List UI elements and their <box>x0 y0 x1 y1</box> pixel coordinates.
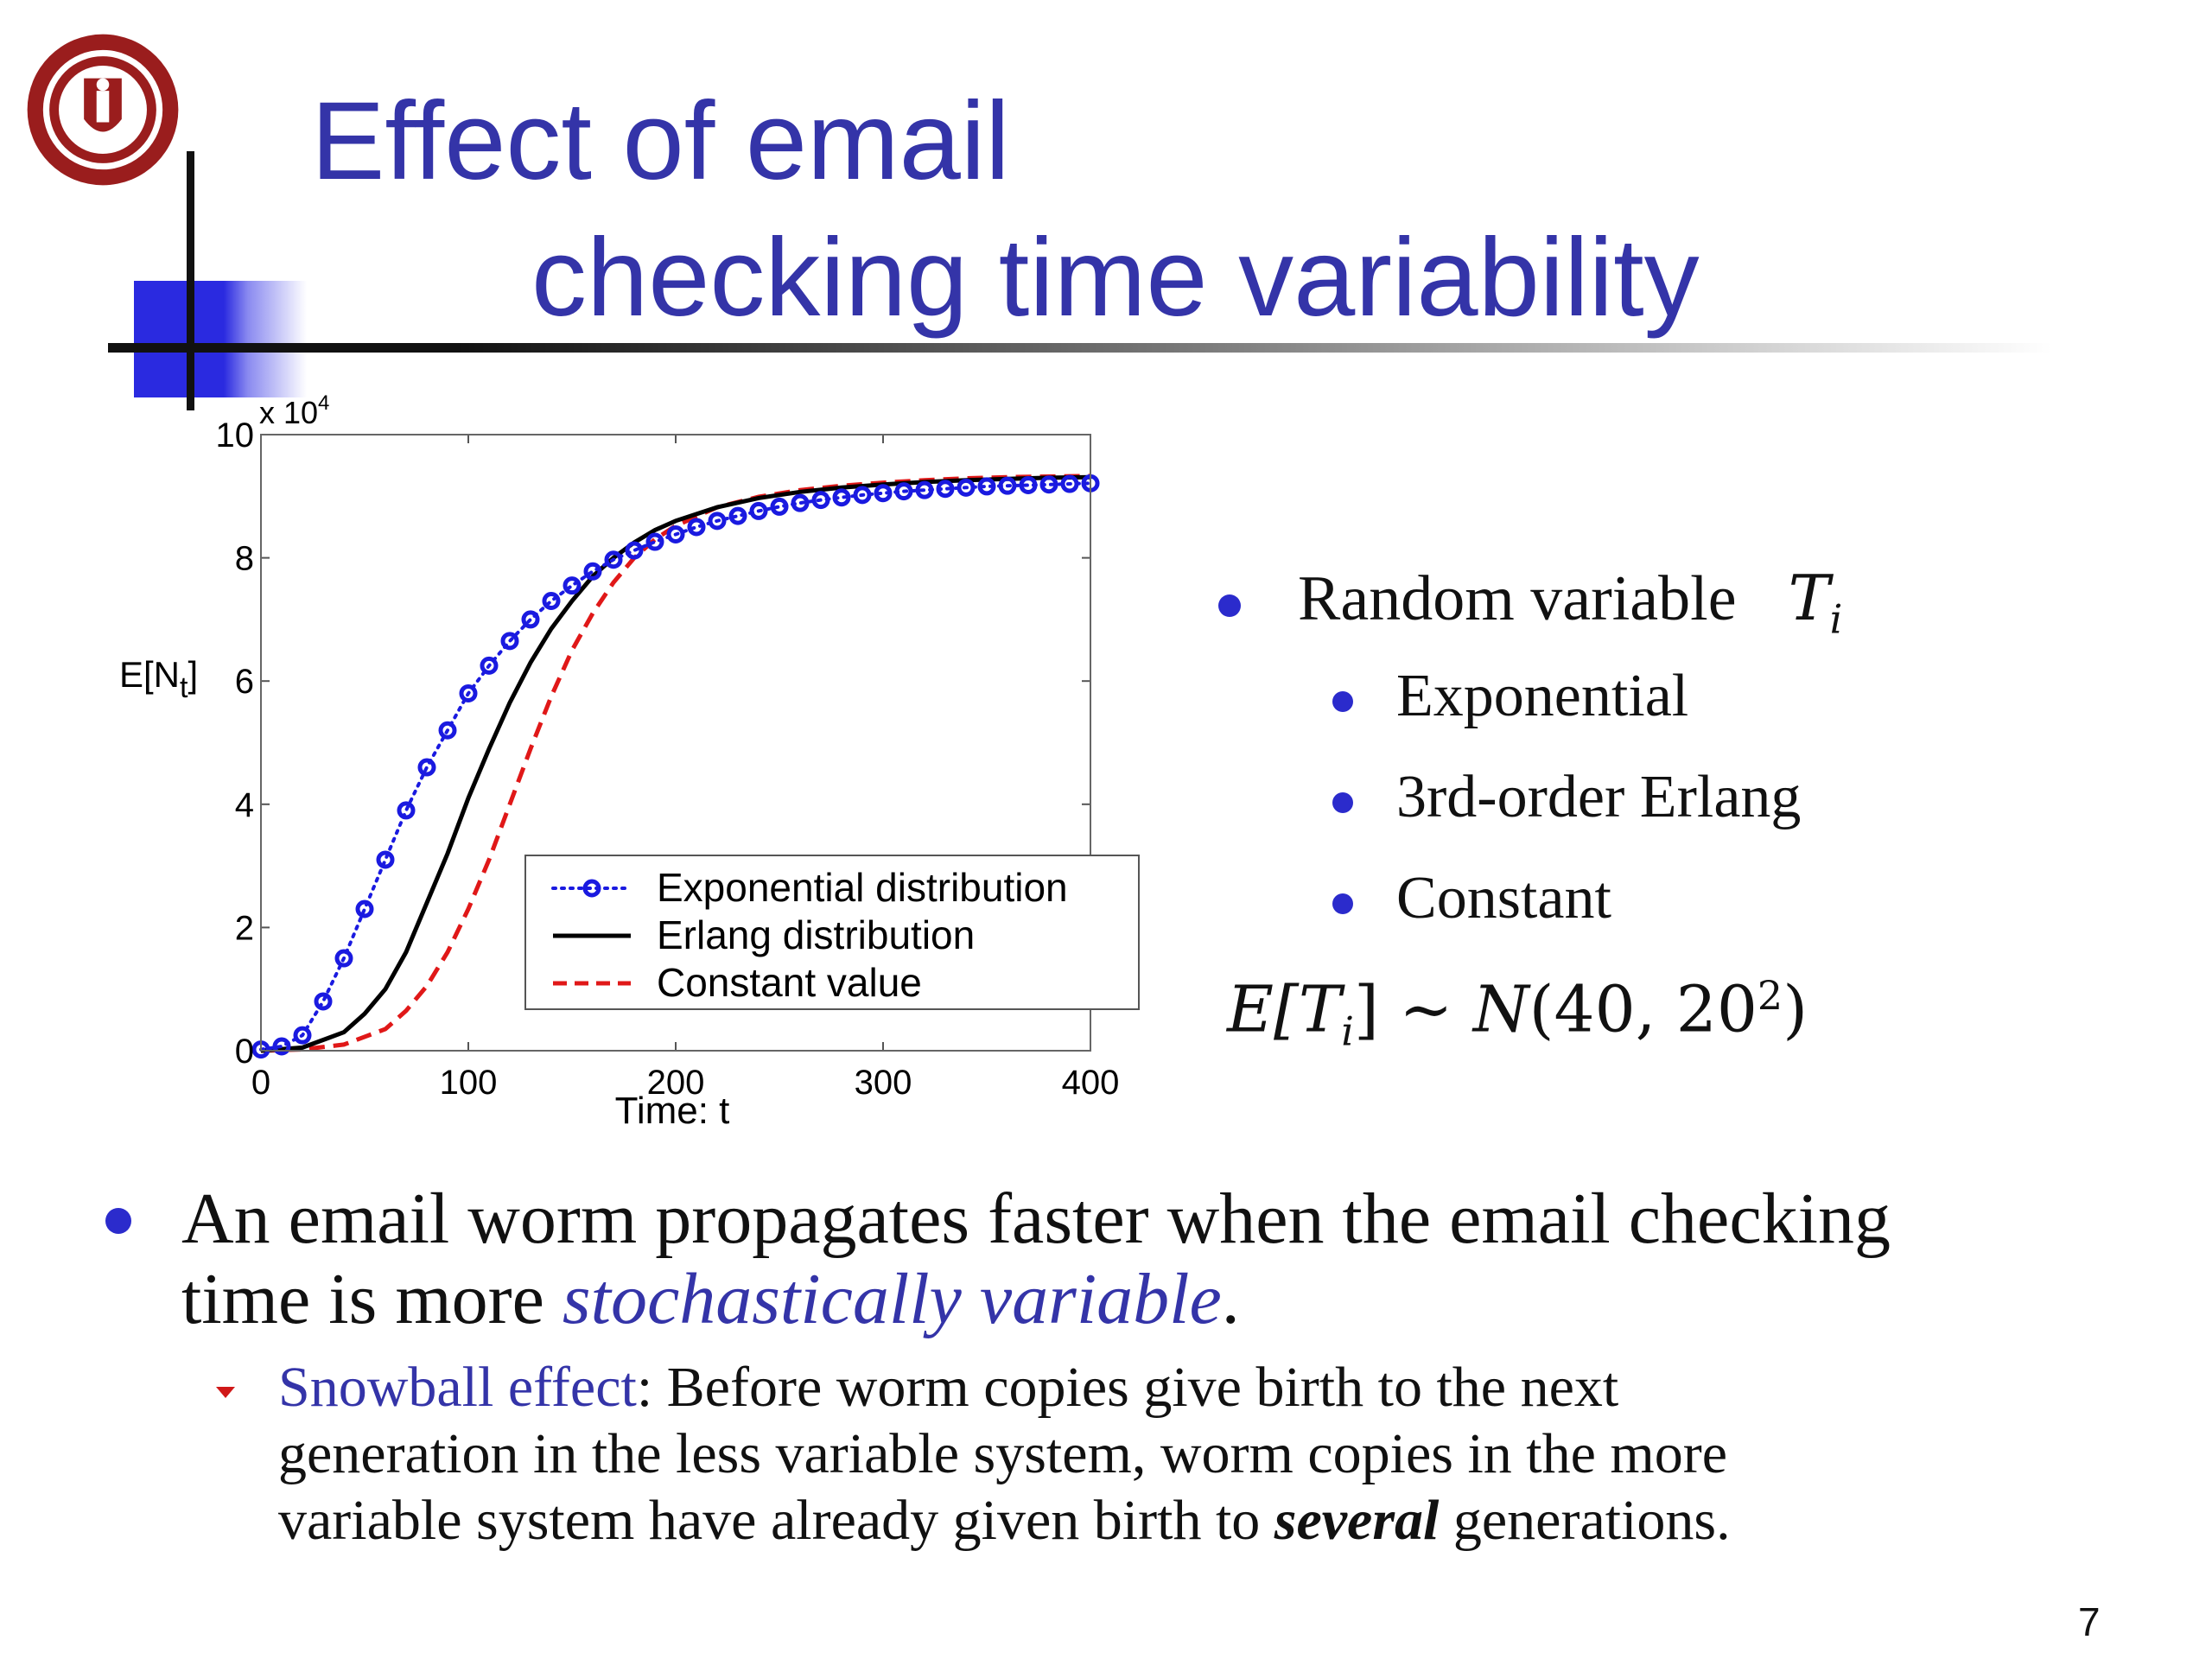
y-axis-label: E[Nt] <box>119 654 198 704</box>
data-point <box>417 758 436 777</box>
data-point <box>832 488 851 507</box>
data-point <box>977 477 996 496</box>
data-point <box>687 518 706 537</box>
title-decoration-square <box>134 281 307 397</box>
data-point <box>811 491 830 510</box>
x-tick-label: 100 <box>440 1064 498 1102</box>
data-point <box>500 632 519 651</box>
y-tick-label: 0 <box>235 1033 254 1071</box>
data-point <box>998 476 1017 495</box>
y-tick-label: 6 <box>235 663 254 701</box>
bullet-dot <box>1332 691 1353 712</box>
data-point <box>459 683 478 702</box>
title-decoration-vertical-line <box>187 151 194 410</box>
bullet-dot <box>1218 594 1241 617</box>
distribution-item-constant: Constant <box>1396 865 1611 931</box>
distribution-item-erlang: 3rd-order Erlang <box>1396 764 1802 830</box>
propagation-chart: 0 100 200 300 400 0 2 4 6 8 10 x 104 E[Nt] Time: t… <box>119 391 1140 1132</box>
data-point <box>728 506 747 525</box>
series-line-dotted-circles <box>259 481 1092 1052</box>
slide-title-line-2: checking time variability <box>531 216 1700 340</box>
data-point <box>666 525 685 544</box>
chart-series-group <box>251 474 1100 1059</box>
distribution-formula: E[Ti] ∼ N(40, 202) <box>1227 972 1808 1055</box>
random-variable-item: Random variable Ti <box>1298 562 1843 643</box>
data-point <box>749 501 768 520</box>
sub-bullet-line-2: generation in the less variable system, … <box>278 1422 1728 1485</box>
x-tick-label: 400 <box>1062 1064 1120 1102</box>
data-point <box>915 480 934 499</box>
data-point <box>957 478 976 497</box>
y-tick-label: 4 <box>235 786 254 824</box>
data-point <box>1019 475 1038 494</box>
sub-bullet-marker <box>216 1387 235 1398</box>
bullet-dot <box>1332 893 1353 914</box>
university-seal-logo <box>24 31 181 188</box>
data-point <box>604 550 623 569</box>
bullet-dot <box>105 1208 131 1234</box>
data-point <box>355 899 374 918</box>
distribution-item-exponential: Exponential <box>1396 663 1689 729</box>
data-point <box>293 1026 312 1045</box>
title-decoration-horizontal-line <box>108 343 2052 353</box>
data-point <box>334 949 353 968</box>
sub-bullet-line-3: variable system have already given birth… <box>278 1489 1731 1552</box>
data-point <box>645 532 664 551</box>
data-point <box>894 482 913 501</box>
data-point <box>438 721 457 740</box>
legend-label: Erlang distribution <box>657 912 975 957</box>
data-point <box>874 484 893 503</box>
data-point <box>376 850 395 869</box>
data-point <box>853 486 872 505</box>
chart-tick-labels: 0 100 200 300 400 0 2 4 6 8 10 <box>216 416 1120 1102</box>
main-bullet-line-2: time is more stochastically variable. <box>181 1259 1240 1339</box>
y-tick-label: 8 <box>235 540 254 578</box>
plot-frame <box>260 434 1091 1052</box>
sub-bullet-line-1: Snowball effect: Before worm copies give… <box>278 1356 1619 1419</box>
data-point <box>397 801 416 820</box>
page-number: 7 <box>2078 1599 2101 1644</box>
data-point <box>314 992 333 1011</box>
data-point <box>625 541 644 560</box>
data-point <box>272 1037 291 1056</box>
data-point <box>480 656 499 675</box>
data-point <box>770 497 789 516</box>
legend-label: Constant value <box>657 960 922 1005</box>
main-bullet-line-1: An email worm propagates faster when the… <box>181 1179 1891 1259</box>
legend-marker <box>582 879 601 898</box>
data-point <box>791 493 810 512</box>
data-point <box>1060 474 1079 493</box>
data-point <box>583 562 602 581</box>
data-point <box>563 576 582 595</box>
y-tick-label: 2 <box>235 909 254 947</box>
x-axis-label: Time: t <box>615 1090 730 1132</box>
data-point <box>708 512 727 531</box>
data-point <box>521 610 540 629</box>
y-tick-label: 10 <box>216 416 255 454</box>
x-tick-label: 0 <box>251 1064 270 1102</box>
x-tick-label: 300 <box>855 1064 912 1102</box>
x-tick-label: 200 <box>647 1064 705 1102</box>
data-point <box>1039 475 1058 494</box>
data-point <box>542 592 561 611</box>
data-point <box>936 480 955 499</box>
bullet-dot <box>1332 792 1353 813</box>
y-multiplier: x 104 <box>259 391 329 430</box>
slide-title-line-1: Effect of email <box>311 79 1010 203</box>
legend-label: Exponential distribution <box>657 865 1068 910</box>
